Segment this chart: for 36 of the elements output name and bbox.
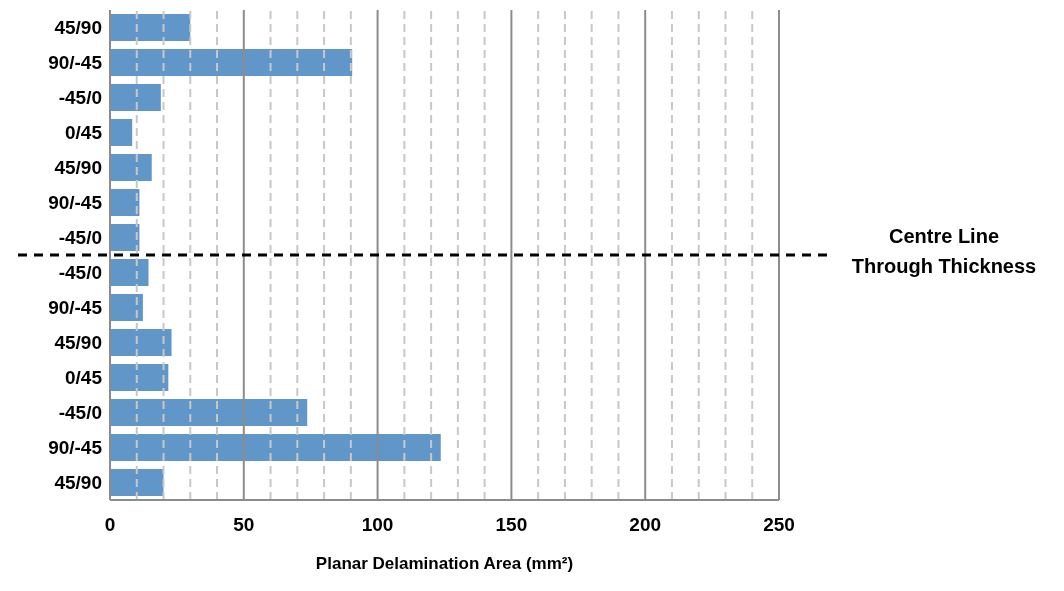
- y-tick-label: 90/-45: [48, 192, 103, 214]
- x-tick-label: 50: [233, 514, 255, 536]
- bar: [110, 364, 169, 391]
- bar: [110, 49, 353, 76]
- bar: [110, 14, 191, 41]
- x-tick-label: 100: [361, 514, 394, 536]
- bar: [110, 154, 152, 181]
- bar: [110, 259, 149, 286]
- bar: [110, 84, 161, 111]
- y-tick-label: 90/-45: [48, 52, 103, 74]
- y-tick-label: 45/90: [54, 332, 102, 354]
- x-axis-title: Planar Delamination Area (mm²): [315, 554, 574, 573]
- bar: [110, 329, 172, 356]
- bar: [110, 434, 441, 461]
- bar: [110, 469, 164, 496]
- y-tick-label: -45/0: [58, 87, 102, 109]
- bar: [110, 294, 143, 321]
- y-tick-label: 45/90: [54, 17, 102, 39]
- bar: [110, 399, 308, 426]
- x-tick-label: 0: [104, 514, 116, 536]
- y-tick-label: -45/0: [58, 402, 102, 424]
- bar: [110, 189, 140, 216]
- x-tick-label: 250: [763, 514, 795, 536]
- y-tick-label: -45/0: [58, 227, 102, 249]
- x-tick-label: 200: [629, 514, 662, 536]
- x-tick-label: 150: [495, 514, 528, 536]
- y-tick-label: 45/90: [54, 157, 102, 179]
- bar: [110, 224, 140, 251]
- bar: [110, 119, 133, 146]
- y-tick-label: 90/-45: [48, 437, 103, 459]
- y-tick-label: 0/45: [65, 367, 103, 389]
- y-tick-label: 0/45: [65, 122, 103, 144]
- y-tick-label: 45/90: [54, 472, 102, 494]
- y-tick-label: 90/-45: [48, 297, 103, 319]
- y-tick-label: -45/0: [58, 262, 102, 284]
- text: Centre Line Through Thickness: [851, 225, 1037, 277]
